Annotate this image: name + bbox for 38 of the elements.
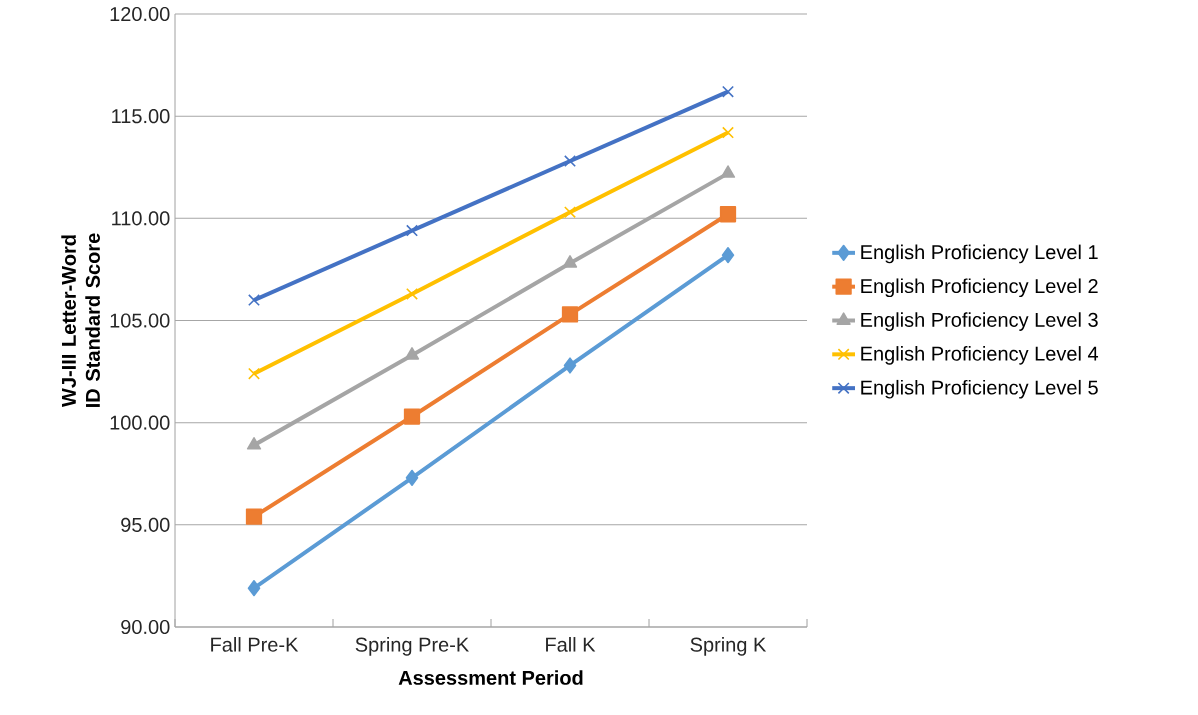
y-tick-label: 120.00 [110,6,170,22]
y-tick-label: 110.00 [112,211,170,226]
point [403,408,421,425]
point [406,287,418,300]
x-tick-label: Spring Pre-K [355,637,469,656]
point [247,580,261,597]
legend-label: English Proficiency Level 4 [861,346,1099,365]
y-tick-label: 115.00 [112,109,170,124]
point [248,367,260,380]
x-tick-label: Fall Pre-K [211,637,299,652]
point [722,126,734,139]
point [719,206,737,223]
point [564,206,576,219]
point [561,306,579,323]
legend-label: English Proficiency Level 3 [861,312,1098,331]
point [562,255,578,268]
point [722,85,734,98]
legend-label: English Proficiency Level 5 [861,379,1098,399]
point [563,357,577,374]
x-axis-title: Assessment Period [398,670,583,685]
point [245,508,263,525]
x-tick-label: Fall K [546,637,596,652]
y-tick-label: 95.00 [121,517,170,532]
point [720,165,736,178]
y-tick-label: 100.00 [110,415,170,430]
point [404,347,420,360]
point [564,155,576,168]
legend-label: English Proficiency Level 2 [861,278,1098,298]
legend-label: English Proficiency Level 1 [861,244,1098,264]
point [721,246,735,264]
y-tick-label: 105.00 [110,313,170,328]
x-tick-label: Spring K [690,637,767,656]
point [405,469,419,486]
point [248,294,260,307]
point [406,224,418,237]
y-tick-label: 90.00 [121,619,170,635]
y-axis-title: WJ-III Letter-Word ID Standard Score [61,233,100,407]
point [246,437,262,450]
